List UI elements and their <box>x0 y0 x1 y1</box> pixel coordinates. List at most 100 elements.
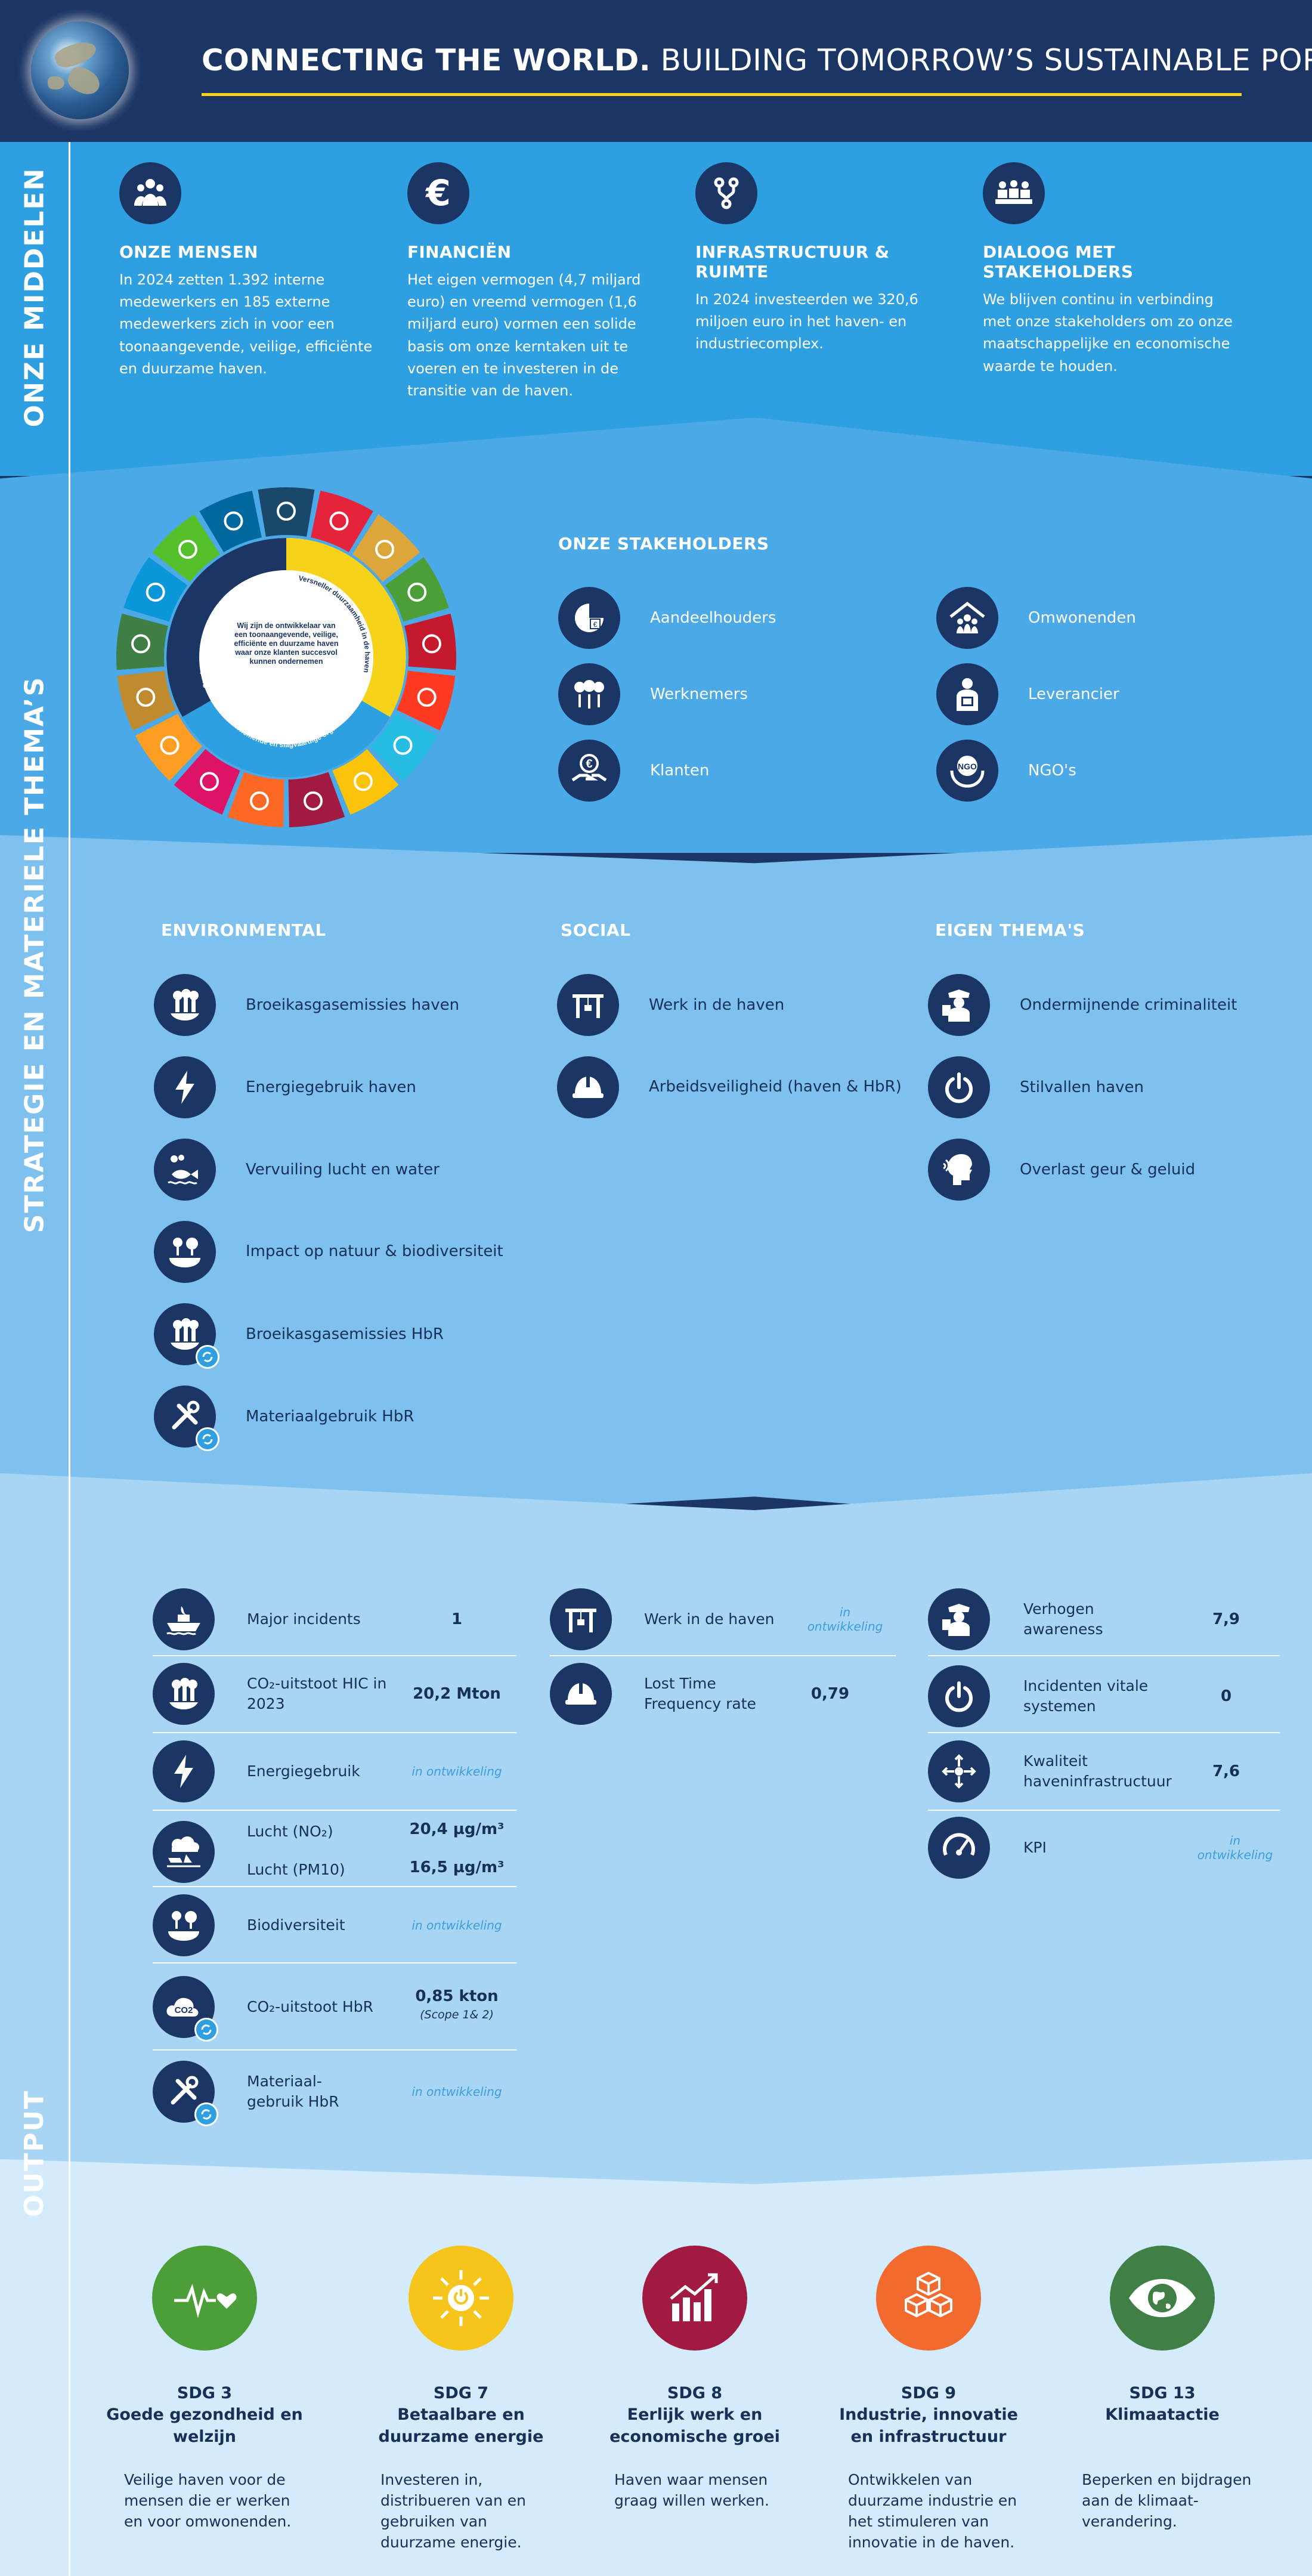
middel-infrastructuur: INFRASTRUCTUUR & RUIMTE In 2024 investee… <box>695 162 958 355</box>
nature-icon <box>153 1894 215 1956</box>
wheel-sdg-icon <box>417 688 437 707</box>
wheel-sdg-segment <box>370 713 437 781</box>
theme-overlast: Overlast geur & geluid <box>928 1139 1195 1201</box>
stakeholder-ngo: NGO NGO's <box>936 740 1076 802</box>
output-divider <box>153 1886 516 1887</box>
growth-chart-icon <box>642 2246 747 2351</box>
social-title: SOCIAL <box>561 920 631 940</box>
output-kpi: KPI in ontwikkeling <box>928 1817 1280 1879</box>
middel-mensen: ONZE MENSEN In 2024 zetten 1.392 interne… <box>119 162 382 380</box>
wheel-sdg-icon <box>277 502 296 521</box>
output-divider <box>153 1810 516 1811</box>
employees-icon <box>558 663 620 725</box>
section-label-middelen: ONZE MIDDELEN <box>19 167 49 427</box>
factory-emissions-icon <box>154 974 216 1036</box>
wheel-sdg-icon <box>375 539 395 559</box>
theme-arbeidsveiligheid: Arbeidsveiligheid (haven & HbR) <box>557 1056 902 1118</box>
sdg-13: SDG 13 Klimaatactie Beperken en bijdragen… <box>1064 2246 1261 2532</box>
tools-icon <box>154 1386 219 1451</box>
stakeholder-omwonenden: Omwonenden <box>936 587 1136 649</box>
sdg-7: SDG 7 Betaalbare en duurzame energie Inve… <box>363 2246 559 2553</box>
theme-broeikas-haven: Broeikasgasemissies haven <box>154 974 459 1036</box>
wheel-sdg-segment <box>288 772 345 827</box>
wheel-sdg-segment <box>117 670 176 731</box>
theme-materiaal-hbr: Materiaalgebruik HbR <box>154 1386 414 1451</box>
stakeholder-aandeelhouders: € Aandeelhouders <box>558 587 776 649</box>
stakeholder-werknemers: Werknemers <box>558 663 748 725</box>
pollution-fish-icon <box>154 1139 216 1201</box>
wheel-sdg-segment <box>199 490 262 552</box>
wheel-sdg-segment <box>404 613 456 670</box>
globe-logo <box>31 21 129 119</box>
output-vitale-systemen: Incidenten vitale systemen 0 <box>928 1665 1280 1727</box>
output-energiegebruik: Energiegebruik in ontwikkeling <box>153 1740 516 1802</box>
section-label-strategie: STRATEGIE EN MATERIELE THEMA’S <box>19 676 50 1233</box>
title-underline <box>202 93 1242 96</box>
output-awareness: Verhogen awareness 7,9 <box>928 1588 1280 1650</box>
branch-route-icon <box>695 162 757 224</box>
middel-dialoog: DIALOOG MET STAKEHOLDERS We blijven cont… <box>983 162 1245 378</box>
wheel-sdg-icon <box>160 735 180 755</box>
ngo-icon: NGO <box>936 740 998 802</box>
output-kwaliteit-infra: Kwaliteit haveninfrastructuur 7,6 <box>928 1740 1280 1802</box>
crane-icon <box>550 1588 612 1650</box>
factory-emissions-icon <box>153 1663 215 1725</box>
wheel-sdg-icon <box>393 735 413 755</box>
wheel-sdg-segment <box>258 487 315 537</box>
output-biodiversiteit: Biodiversiteit in ontwikkeling <box>153 1894 516 1956</box>
hbr-badge-icon <box>196 1345 219 1369</box>
sdg-3: SDG 3 Goede gezondheid en welzijn Veilige… <box>106 2246 303 2532</box>
theme-criminaliteit: Ondermijnende criminaliteit <box>928 974 1237 1036</box>
sdg-band <box>0 2159 1312 2576</box>
co2-icon: CO2 <box>153 1976 218 2042</box>
wheel-sdg-segment <box>116 613 168 670</box>
output-co2-hbr: CO2 CO₂-uitstoot HbR 0,85 kton (Scope 1&… <box>153 1974 516 2042</box>
eye-globe-icon <box>1110 2246 1215 2351</box>
tools-icon <box>153 2061 218 2126</box>
hbr-badge-icon <box>194 2018 218 2042</box>
middelen-band <box>0 142 1312 476</box>
arrows-icon <box>928 1740 990 1802</box>
shareholder-icon: € <box>558 587 620 649</box>
output-band <box>0 1473 1312 2213</box>
air-quality-icon <box>153 1821 215 1883</box>
output-divider <box>928 1655 1280 1656</box>
stakeholder-leverancier: Leverancier <box>936 663 1119 725</box>
wheel-sdg-icon <box>178 539 197 559</box>
gauge-icon <box>928 1817 990 1879</box>
lightning-icon <box>154 1056 216 1118</box>
wheel-sdg-icon <box>422 634 441 654</box>
wheel-sdg-segment <box>385 557 449 622</box>
sdg-8: SDG 8 Eerlijk werk en economische groei H… <box>596 2246 793 2511</box>
ship-fire-icon <box>153 1588 215 1650</box>
output-ltfr: Lost Time Frequency rate 0,79 <box>550 1663 896 1725</box>
stakeholders-title: ONZE STAKEHOLDERS <box>558 534 769 553</box>
wheel-sdg-segment <box>135 713 203 781</box>
power-icon <box>928 1665 990 1727</box>
inspector-icon <box>928 974 990 1036</box>
output-divider <box>928 1732 1280 1733</box>
wheel-sdg-icon <box>136 688 156 707</box>
themes-band <box>0 835 1312 1539</box>
middel-financien: € FINANCIËN Het eigen vermogen (4,7 milj… <box>407 162 670 402</box>
residents-icon <box>936 587 998 649</box>
helmet-icon <box>557 1056 619 1118</box>
wheel-sdg-icon <box>407 582 427 602</box>
output-lucht: Lucht (NO₂) 20,4 µg/m³ Lucht (PM10) 16,5… <box>153 1817 516 1887</box>
customers-icon: € <box>558 740 620 802</box>
wheel-center-text: Wij zijn de ontwikkelaar van een toonaan… <box>234 621 339 666</box>
wheel-sdg-segment <box>123 557 188 622</box>
wheel-sdg-segment <box>397 670 456 731</box>
output-major-incidents: Major incidents 1 <box>153 1588 516 1650</box>
wheel-sdg-icon <box>200 772 219 791</box>
output-divider <box>153 1732 516 1733</box>
meeting-table-icon <box>983 162 1045 224</box>
sdg-9: SDG 9 Industrie, innovatie en infrastruct… <box>830 2246 1027 2553</box>
cubes-icon <box>876 2246 981 2351</box>
factory-emissions-icon <box>154 1303 219 1369</box>
svg-text:NGO: NGO <box>958 762 977 771</box>
sun-power-icon <box>409 2246 513 2351</box>
wheel-sdg-icon <box>224 511 243 531</box>
theme-energie-haven: Energiegebruik haven <box>154 1056 416 1118</box>
people-icon <box>119 162 181 224</box>
